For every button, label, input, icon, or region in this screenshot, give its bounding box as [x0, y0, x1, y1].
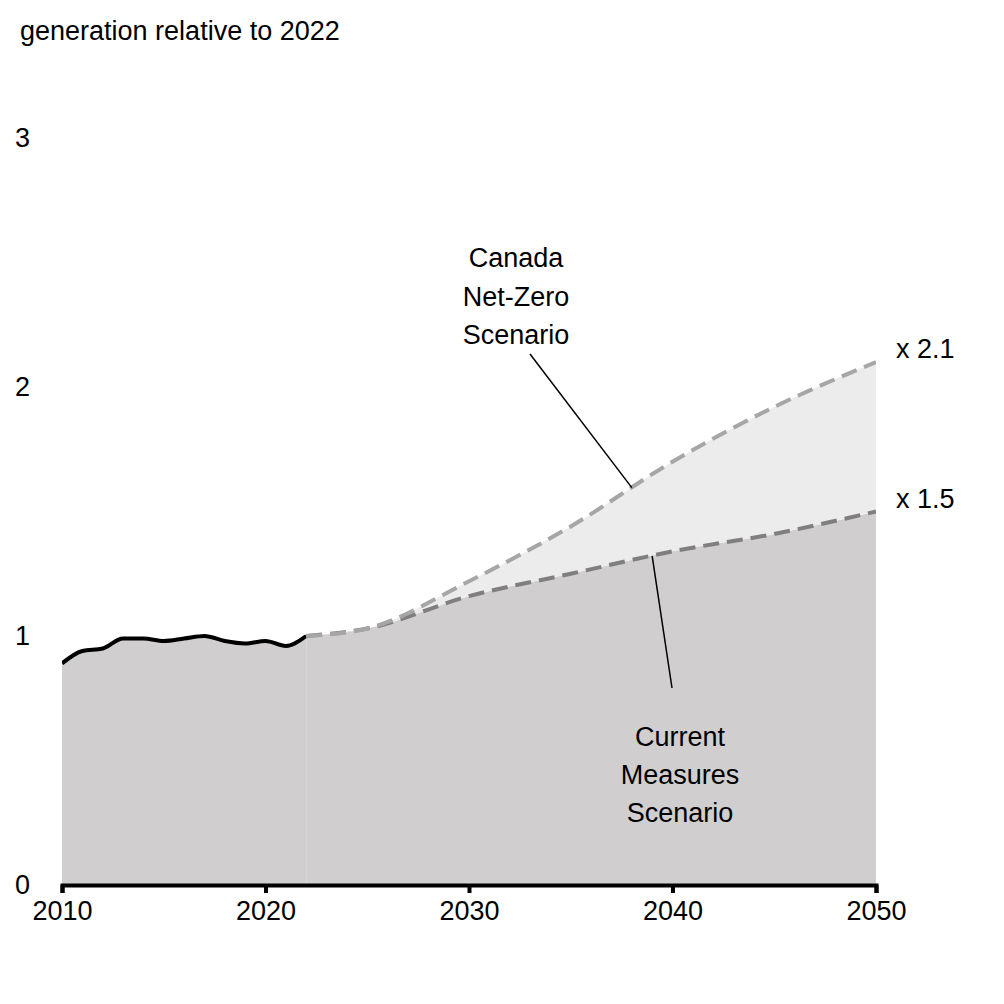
area — [306, 362, 876, 636]
y-tick: 0 — [15, 870, 62, 900]
end-label: x 2.1 — [896, 334, 955, 364]
x-axis-line — [63, 886, 877, 894]
x-tick: 2020 — [236, 885, 296, 926]
area — [62, 636, 306, 885]
y-tick-label: 0 — [15, 870, 30, 900]
x-tick-mark — [468, 885, 472, 893]
end-label: x 1.5 — [896, 484, 955, 514]
x-tick-mark — [671, 885, 675, 893]
y-tick: 3 — [15, 123, 62, 153]
area — [306, 512, 876, 886]
x-tick-label: 2040 — [643, 896, 703, 926]
y-tick-label: 1 — [15, 621, 30, 651]
leader-line — [652, 556, 672, 688]
plot-area — [62, 362, 876, 885]
x-tick-mark — [61, 885, 65, 893]
y-axis: 0 1 2 3 — [15, 123, 63, 900]
x-tick: 2010 — [32, 885, 92, 926]
y-tick-label: 2 — [15, 372, 30, 402]
y-axis-title: generation relative to 2022 — [20, 16, 340, 46]
x-tick-mark — [875, 885, 879, 893]
x-tick-label: 2050 — [846, 896, 906, 926]
x-tick: 2050 — [846, 885, 906, 926]
y-tick-label: 3 — [15, 123, 30, 153]
line — [306, 362, 876, 636]
x-tick-label: 2010 — [32, 896, 92, 926]
series-label: CanadaNet-ZeroScenario — [463, 243, 570, 350]
y-axis-line — [62, 139, 63, 886]
y-tick: 1 — [15, 621, 62, 651]
chart: 2010 2020 2030 2040 2050 0 1 2 3 generation relat… — [0, 0, 1004, 1004]
x-tick: 2040 — [643, 885, 703, 926]
x-tick-mark — [264, 885, 268, 893]
x-tick-label: 2020 — [236, 896, 296, 926]
line — [306, 512, 876, 637]
x-tick-label: 2030 — [439, 896, 499, 926]
y-tick: 2 — [15, 372, 62, 402]
x-tick: 2030 — [439, 885, 499, 926]
leader-line — [530, 354, 632, 488]
x-axis: 2010 2020 2030 2040 2050 — [32, 885, 906, 926]
series-label: CurrentMeasuresScenario — [621, 722, 740, 828]
line — [62, 636, 306, 663]
